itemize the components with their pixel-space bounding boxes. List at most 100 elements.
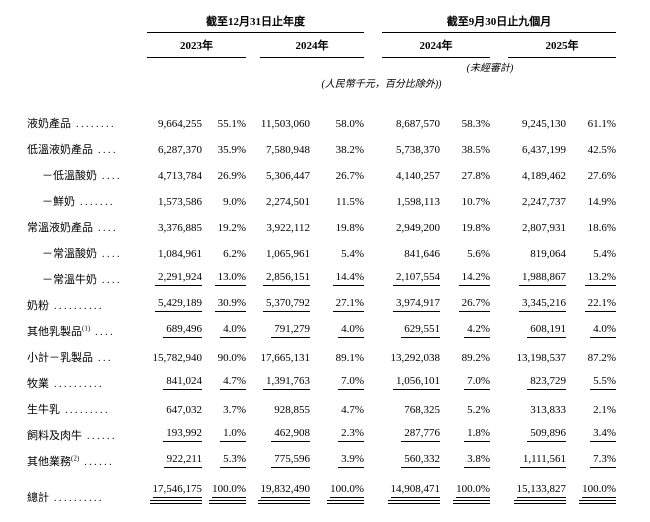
cell-value: 1,391,763 [263, 375, 310, 391]
percent-cell: 89.2% [440, 338, 490, 364]
cell-value: 7.0% [338, 375, 364, 391]
percent-cell: 38.5% [440, 130, 490, 156]
cell-value: 4.7% [341, 404, 364, 417]
amount-cell: 313,833 [490, 390, 566, 416]
amount-cell: 4,189,462 [490, 156, 566, 182]
cell-value: 5.5% [590, 375, 616, 391]
percent-cell: 35.9% [202, 130, 246, 156]
amount-cell: 5,306,447 [246, 156, 310, 182]
cell-value: 5.4% [341, 248, 364, 261]
cell-value: 7.3% [590, 453, 616, 469]
cell-value: 823,729 [527, 375, 566, 391]
cell-value: 922,211 [163, 453, 202, 469]
cell-value: 2,291,924 [155, 271, 202, 287]
cell-value: 8,687,570 [396, 118, 440, 131]
year-2024-header: 2024年 [260, 40, 364, 59]
cell-value: 4.2% [464, 323, 490, 339]
cell-value: 1,988,867 [519, 271, 566, 287]
percent-cell: 1.8% [440, 416, 490, 443]
cell-value: 1.8% [464, 427, 490, 443]
amount-cell: 3,376,885 [147, 208, 202, 234]
cell-value: 5,429,189 [155, 297, 202, 313]
amount-cell: 928,855 [246, 390, 310, 416]
amount-cell: 2,291,924 [147, 260, 202, 287]
percent-cell: 13.0% [202, 260, 246, 287]
percent-cell: 4.0% [202, 312, 246, 339]
amount-cell: 462,908 [246, 416, 310, 443]
cell-value: 1,065,961 [266, 248, 310, 261]
cell-value: 58.0% [335, 118, 364, 131]
amount-cell: 19,832,490 [246, 468, 310, 505]
table-row: 液奶產品 ........ 9,664,255 55.1% 11,503,060 58.… [27, 104, 616, 130]
percent-cell: 19.8% [440, 208, 490, 234]
row-label-text: 飼料及肉牛 [27, 430, 82, 443]
amount-cell: 2,949,200 [364, 208, 440, 234]
table-row: 飼料及肉牛 ...... 193,992 1.0% 462,908 2.3% 287,77… [27, 416, 616, 443]
amount-cell: 1,988,867 [490, 260, 566, 287]
cell-value: 5.3% [220, 453, 246, 469]
dot-leader: .......... [49, 301, 104, 313]
cell-value: 819,064 [530, 248, 566, 261]
amount-cell: 9,664,255 [147, 104, 202, 130]
cell-value: 11.5% [335, 196, 364, 209]
dot-leader: .... [97, 171, 122, 183]
cell-value: 13,292,038 [390, 352, 441, 365]
table-row: 牧業 .......... 841,024 4.7% 1,391,763 7.0% 1,0… [27, 364, 616, 391]
cell-value: 560,332 [401, 453, 440, 469]
cell-value: 7.0% [464, 375, 490, 391]
dot-leader: ...... [82, 431, 117, 443]
cell-value: 100.0% [579, 483, 616, 505]
percent-cell: 2.3% [310, 416, 364, 443]
percent-cell: 9.0% [202, 182, 246, 208]
cell-value: 5.4% [593, 248, 616, 261]
row-label: 飼料及肉牛 ...... [27, 416, 147, 442]
row-label: 其他業務(2) ...... [27, 442, 147, 468]
amount-cell: 3,974,917 [364, 286, 440, 313]
percent-cell: 18.6% [566, 208, 616, 234]
cell-value: 13.0% [214, 271, 246, 287]
cell-value: 193,992 [163, 427, 202, 443]
cell-value: 22.1% [584, 297, 616, 313]
percent-cell: 27.8% [440, 156, 490, 182]
percent-cell: 26.9% [202, 156, 246, 182]
amount-cell: 8,687,570 [364, 104, 440, 130]
percent-cell: 14.9% [566, 182, 616, 208]
row-label-text: －低溫酸奶 [42, 170, 97, 183]
row-label-text: 總計 [27, 492, 49, 505]
percent-cell: 61.1% [566, 104, 616, 130]
amount-cell: 1,084,961 [147, 234, 202, 260]
cell-value: 6,437,199 [522, 144, 566, 157]
cell-value: 100.0% [453, 483, 490, 505]
cell-value: 4.0% [338, 323, 364, 339]
row-label-text: 液奶產品 [27, 118, 71, 131]
percent-cell: 26.7% [440, 286, 490, 313]
percent-cell: 3.7% [202, 390, 246, 416]
percent-cell: 55.1% [202, 104, 246, 130]
cell-value: 9,245,130 [522, 118, 566, 131]
amount-cell: 9,245,130 [490, 104, 566, 130]
percent-cell: 89.1% [310, 338, 364, 364]
cell-value: 5,370,792 [263, 297, 310, 313]
amount-cell: 17,546,175 [147, 468, 202, 505]
percent-cell: 4.0% [310, 312, 364, 339]
percent-cell: 2.1% [566, 390, 616, 416]
cell-value: 27.6% [587, 170, 616, 183]
percent-cell: 5.3% [202, 442, 246, 469]
cell-value: 14,908,471 [387, 483, 440, 505]
row-label-text: 小計－乳製品 [27, 352, 93, 365]
amount-cell: 689,496 [147, 312, 202, 339]
amount-cell: 6,437,199 [490, 130, 566, 156]
percent-cell: 14.4% [310, 260, 364, 287]
cell-value: 4,189,462 [522, 170, 566, 183]
cell-value: 841,646 [404, 248, 440, 261]
table-row: －低溫酸奶 .... 4,713,784 26.9% 5,306,447 26.7% 4,… [27, 156, 616, 182]
amount-cell: 15,782,940 [147, 338, 203, 364]
percent-cell: 27.6% [566, 156, 616, 182]
cell-value: 2,107,554 [393, 271, 440, 287]
percent-cell: 4.7% [202, 364, 246, 391]
row-label-text: 奶粉 [27, 300, 49, 313]
percent-cell: 10.7% [440, 182, 490, 208]
row-label: 低溫液奶產品 .... [27, 130, 147, 156]
percent-cell: 7.3% [566, 442, 616, 469]
row-label: 小計－乳製品 ... [27, 338, 147, 364]
